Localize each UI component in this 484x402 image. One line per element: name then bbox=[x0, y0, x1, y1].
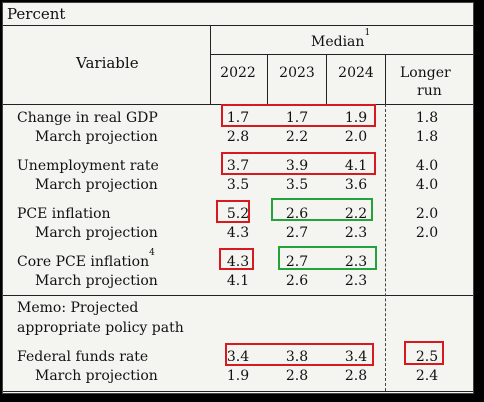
highlight-box-fed-funds bbox=[225, 343, 374, 366]
highlight-box-unemployment bbox=[221, 152, 376, 175]
core-pce-march-2024: 2.3 bbox=[344, 273, 368, 289]
pce-2022: 5.2 bbox=[226, 206, 250, 222]
row-label-fed-funds-march: March projection bbox=[35, 368, 158, 384]
row-label-fed-funds: Federal funds rate bbox=[17, 349, 149, 365]
unemp-march-2024: 3.6 bbox=[344, 177, 368, 193]
row-label-unemployment-march: March projection bbox=[35, 177, 158, 193]
pce-march-longer-run: 2.0 bbox=[415, 225, 439, 241]
gdp-longer-run: 1.8 bbox=[415, 110, 439, 126]
row-label-gdp-march: March projection bbox=[35, 129, 158, 145]
gdp-march-2022: 2.8 bbox=[226, 129, 250, 145]
projections-table: Percent Variable Median1 2022 2023 2024 … bbox=[2, 2, 474, 394]
col-divider-2023 bbox=[326, 54, 327, 104]
ffr-march-longer-run: 2.4 bbox=[415, 368, 439, 384]
median-rule bbox=[210, 54, 473, 55]
row-label-core-pce-text: Core PCE inflation bbox=[17, 254, 150, 270]
highlight-box-fed-funds-longer-run bbox=[404, 341, 444, 365]
header-median: Median1 bbox=[311, 29, 370, 50]
ffr-longer-run: 2.5 bbox=[415, 349, 439, 365]
core-pce-2024: 2.3 bbox=[344, 254, 368, 270]
gdp-2023: 1.7 bbox=[285, 110, 309, 126]
unemp-2024: 4.1 bbox=[344, 158, 368, 174]
gdp-2024: 1.9 bbox=[344, 110, 368, 126]
header-median-note: 1 bbox=[364, 28, 371, 39]
highlight-box-pce-2022 bbox=[216, 200, 250, 223]
unemp-2023: 3.9 bbox=[285, 158, 309, 174]
col-divider-variable bbox=[210, 25, 211, 104]
header-median-label: Median bbox=[311, 34, 365, 50]
col-divider-2022 bbox=[267, 54, 268, 104]
ffr-2023: 3.8 bbox=[285, 349, 309, 365]
row-label-unemployment: Unemployment rate bbox=[17, 158, 159, 174]
col-divider-longer-run bbox=[385, 104, 386, 391]
ffr-march-2023: 2.8 bbox=[285, 368, 309, 384]
gdp-2022: 1.7 bbox=[226, 110, 250, 126]
row-label-core-pce-march: March projection bbox=[35, 273, 158, 289]
row-label-gdp: Change in real GDP bbox=[17, 110, 158, 126]
core-pce-march-2022: 4.1 bbox=[226, 273, 250, 289]
top-rule bbox=[3, 25, 473, 26]
pce-march-2024: 2.3 bbox=[344, 225, 368, 241]
header-variable: Variable bbox=[76, 54, 139, 72]
header-run: run bbox=[417, 83, 442, 99]
unemp-march-2023: 3.5 bbox=[285, 177, 309, 193]
unit-label: Percent bbox=[7, 5, 66, 23]
col-divider-2024 bbox=[385, 54, 386, 104]
ffr-2022: 3.4 bbox=[226, 349, 250, 365]
row-label-pce-march: March projection bbox=[35, 225, 158, 241]
core-pce-2022: 4.3 bbox=[226, 254, 250, 270]
memo-line-1: Memo: Projected bbox=[17, 300, 139, 316]
pce-2023: 2.6 bbox=[285, 206, 309, 222]
pce-2024: 2.2 bbox=[344, 206, 368, 222]
highlight-box-core-pce-2023-2024 bbox=[278, 246, 377, 270]
memo-line-2: appropriate policy path bbox=[17, 320, 184, 336]
header-longer: Longer bbox=[400, 65, 451, 81]
row-label-core-pce: Core PCE inflation4 bbox=[17, 249, 155, 270]
highlight-box-pce-2023-2024 bbox=[271, 198, 373, 221]
ffr-2024: 3.4 bbox=[344, 349, 368, 365]
pce-longer-run: 2.0 bbox=[415, 206, 439, 222]
ffr-march-2022: 1.9 bbox=[226, 368, 250, 384]
pce-march-2022: 4.3 bbox=[226, 225, 250, 241]
pce-march-2023: 2.7 bbox=[285, 225, 309, 241]
header-year-2023: 2023 bbox=[279, 65, 315, 81]
unemp-march-2022: 3.5 bbox=[226, 177, 250, 193]
memo-rule bbox=[3, 295, 473, 296]
core-pce-2023: 2.7 bbox=[285, 254, 309, 270]
ffr-march-2024: 2.8 bbox=[344, 368, 368, 384]
highlight-box-gdp bbox=[221, 104, 376, 127]
unemp-longer-run: 4.0 bbox=[415, 158, 439, 174]
header-year-2022: 2022 bbox=[220, 65, 256, 81]
unemp-2022: 3.7 bbox=[226, 158, 250, 174]
gdp-march-2023: 2.2 bbox=[285, 129, 309, 145]
gdp-march-2024: 2.0 bbox=[344, 129, 368, 145]
highlight-box-core-pce-2022 bbox=[219, 248, 254, 270]
row-label-pce: PCE inflation bbox=[17, 206, 111, 222]
core-pce-march-2023: 2.6 bbox=[285, 273, 309, 289]
row-label-core-pce-note: 4 bbox=[149, 248, 155, 259]
table-bottom-rule bbox=[3, 391, 473, 392]
gdp-march-longer-run: 1.8 bbox=[415, 129, 439, 145]
header-year-2024: 2024 bbox=[338, 65, 374, 81]
unemp-march-longer-run: 4.0 bbox=[415, 177, 439, 193]
